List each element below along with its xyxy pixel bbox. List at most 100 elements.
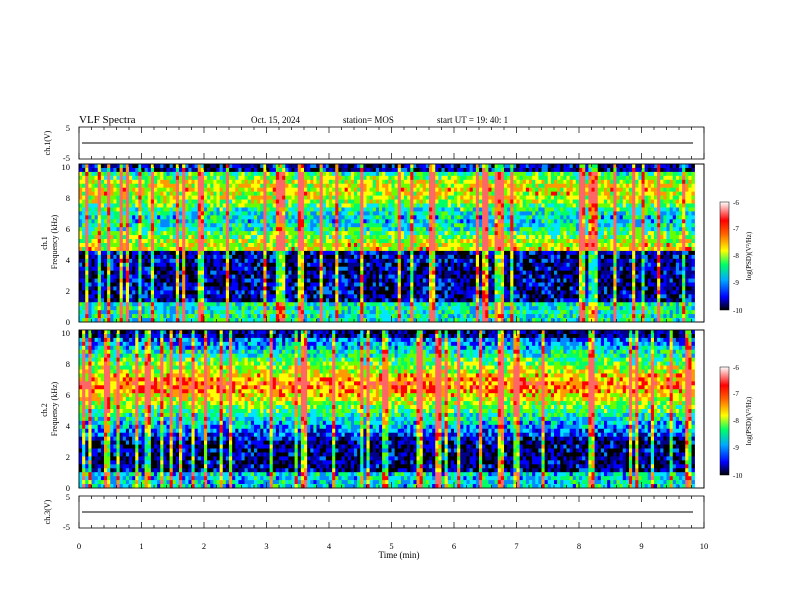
- spectrogram-cell: [157, 266, 161, 271]
- spectrogram-cell: [113, 250, 117, 256]
- spectrogram-cell: [116, 318, 120, 323]
- spectrogram-cell: [100, 314, 105, 319]
- spectrogram-cell: [141, 270, 145, 275]
- spectrogram-cell: [191, 310, 195, 315]
- spectrogram-cell: [447, 262, 452, 267]
- spectrogram-cell: [210, 302, 214, 307]
- spectrogram-cell: [91, 187, 95, 192]
- spectrogram-cell: [200, 207, 205, 212]
- spectrogram-cell: [163, 203, 167, 208]
- spectrogram-cell: [263, 286, 267, 291]
- spectrogram-cell: [132, 183, 136, 188]
- spectrogram-cell: [322, 286, 327, 291]
- spectrogram-cell: [285, 203, 289, 208]
- spectrogram-cell: [85, 167, 89, 173]
- spectrogram-cell: [250, 266, 255, 271]
- spectrogram-cell: [407, 183, 411, 188]
- spectrogram-cell: [354, 314, 358, 319]
- spectrogram-cell: [263, 274, 267, 279]
- spectrogram-cell: [397, 219, 402, 224]
- spectrogram-cell: [466, 175, 470, 181]
- spectrogram-cell: [300, 231, 305, 236]
- spectrogram-cell: [407, 266, 411, 271]
- spectrogram-cell: [116, 203, 120, 208]
- spectrogram-cell: [300, 270, 305, 275]
- spectrogram-cell: [319, 239, 324, 244]
- spectrogram-cell: [394, 306, 399, 311]
- spectrogram-cell: [366, 203, 370, 208]
- spectrogram-cell: [307, 219, 311, 224]
- spectrogram-cell: [291, 187, 295, 192]
- spectrogram-cell: [172, 207, 177, 212]
- spectrogram-cell: [400, 266, 405, 271]
- spectrogram-cell: [91, 227, 95, 232]
- spectrogram-cell: [457, 254, 461, 260]
- spectrogram-cell: [250, 231, 255, 236]
- spectrogram-cell: [444, 246, 449, 252]
- spectrogram-cell: [291, 298, 295, 303]
- spectrogram-cell: [263, 250, 267, 256]
- spectrogram-cell: [222, 266, 227, 271]
- spectrogram-cell: [254, 254, 258, 260]
- spectrogram-cell: [144, 215, 149, 220]
- spectrogram-cell: [210, 254, 214, 260]
- spectrogram-cell: [341, 270, 345, 275]
- spectrogram-cell: [260, 278, 264, 283]
- spectrogram-cell: [144, 195, 149, 200]
- spectrogram-cell: [288, 223, 292, 228]
- spectrogram-cell: [266, 164, 270, 169]
- spectrogram-cell: [385, 203, 389, 208]
- spectrogram-cell: [279, 250, 283, 256]
- spectrogram-cell: [375, 243, 380, 248]
- spectrogram-cell: [241, 243, 245, 248]
- spectrogram-cell: [204, 318, 208, 323]
- spectrogram-cell: [300, 183, 305, 188]
- spectrogram-cell: [235, 246, 239, 252]
- spectrogram-cell: [135, 219, 139, 224]
- spectrogram-cell: [460, 290, 464, 295]
- spectrogram-cell: [463, 290, 467, 295]
- spectrogram-cell: [419, 262, 424, 267]
- spectrogram-cell: [244, 290, 249, 295]
- spectrogram-cell: [419, 294, 424, 299]
- spectrogram-cell: [413, 227, 417, 232]
- spectrogram-cell: [316, 191, 320, 196]
- spectrogram-cell: [350, 250, 355, 256]
- spectrogram-cell: [200, 187, 205, 192]
- spectrogram-cell: [425, 270, 430, 275]
- spectrogram-cell: [216, 314, 220, 319]
- spectrogram-cell: [397, 318, 402, 323]
- spectrogram-cell: [447, 215, 452, 220]
- spectrogram-cell: [375, 298, 380, 303]
- spectrogram-cell: [257, 290, 261, 295]
- spectrogram-cell: [460, 243, 464, 248]
- spectrogram-cell: [113, 282, 117, 287]
- spectrogram-cell: [372, 199, 377, 204]
- spectrogram-cell: [285, 254, 289, 260]
- spectrogram-cell: [385, 258, 389, 264]
- spectrogram-cell: [154, 199, 158, 204]
- spectrogram-cell: [219, 310, 224, 315]
- spectrogram-cell: [432, 286, 436, 291]
- spectrogram-cell: [369, 164, 374, 169]
- spectrogram-cell: [100, 278, 105, 283]
- spectrogram-cell: [275, 171, 280, 177]
- spectrogram-cell: [319, 211, 324, 216]
- spectrogram-cell: [269, 278, 274, 283]
- spectrogram-cell: [138, 239, 142, 244]
- spectrogram-cell: [172, 302, 177, 307]
- spectrogram-cell: [294, 175, 299, 181]
- spectrogram-cell: [438, 207, 442, 212]
- spectrogram-cell: [366, 219, 370, 224]
- spectrogram-cell: [363, 262, 367, 267]
- spectrogram-cell: [241, 250, 245, 256]
- spectrogram-cell: [457, 207, 461, 212]
- spectrogram-cell: [110, 290, 114, 295]
- spectrogram-cell: [388, 203, 392, 208]
- spectrogram-cell: [175, 270, 180, 275]
- spectrogram-cell: [332, 258, 336, 264]
- spectrogram-cell: [100, 294, 105, 299]
- spectrogram-cell: [110, 183, 114, 188]
- spectrogram-cell: [294, 270, 299, 275]
- spectrogram-cell: [216, 199, 220, 204]
